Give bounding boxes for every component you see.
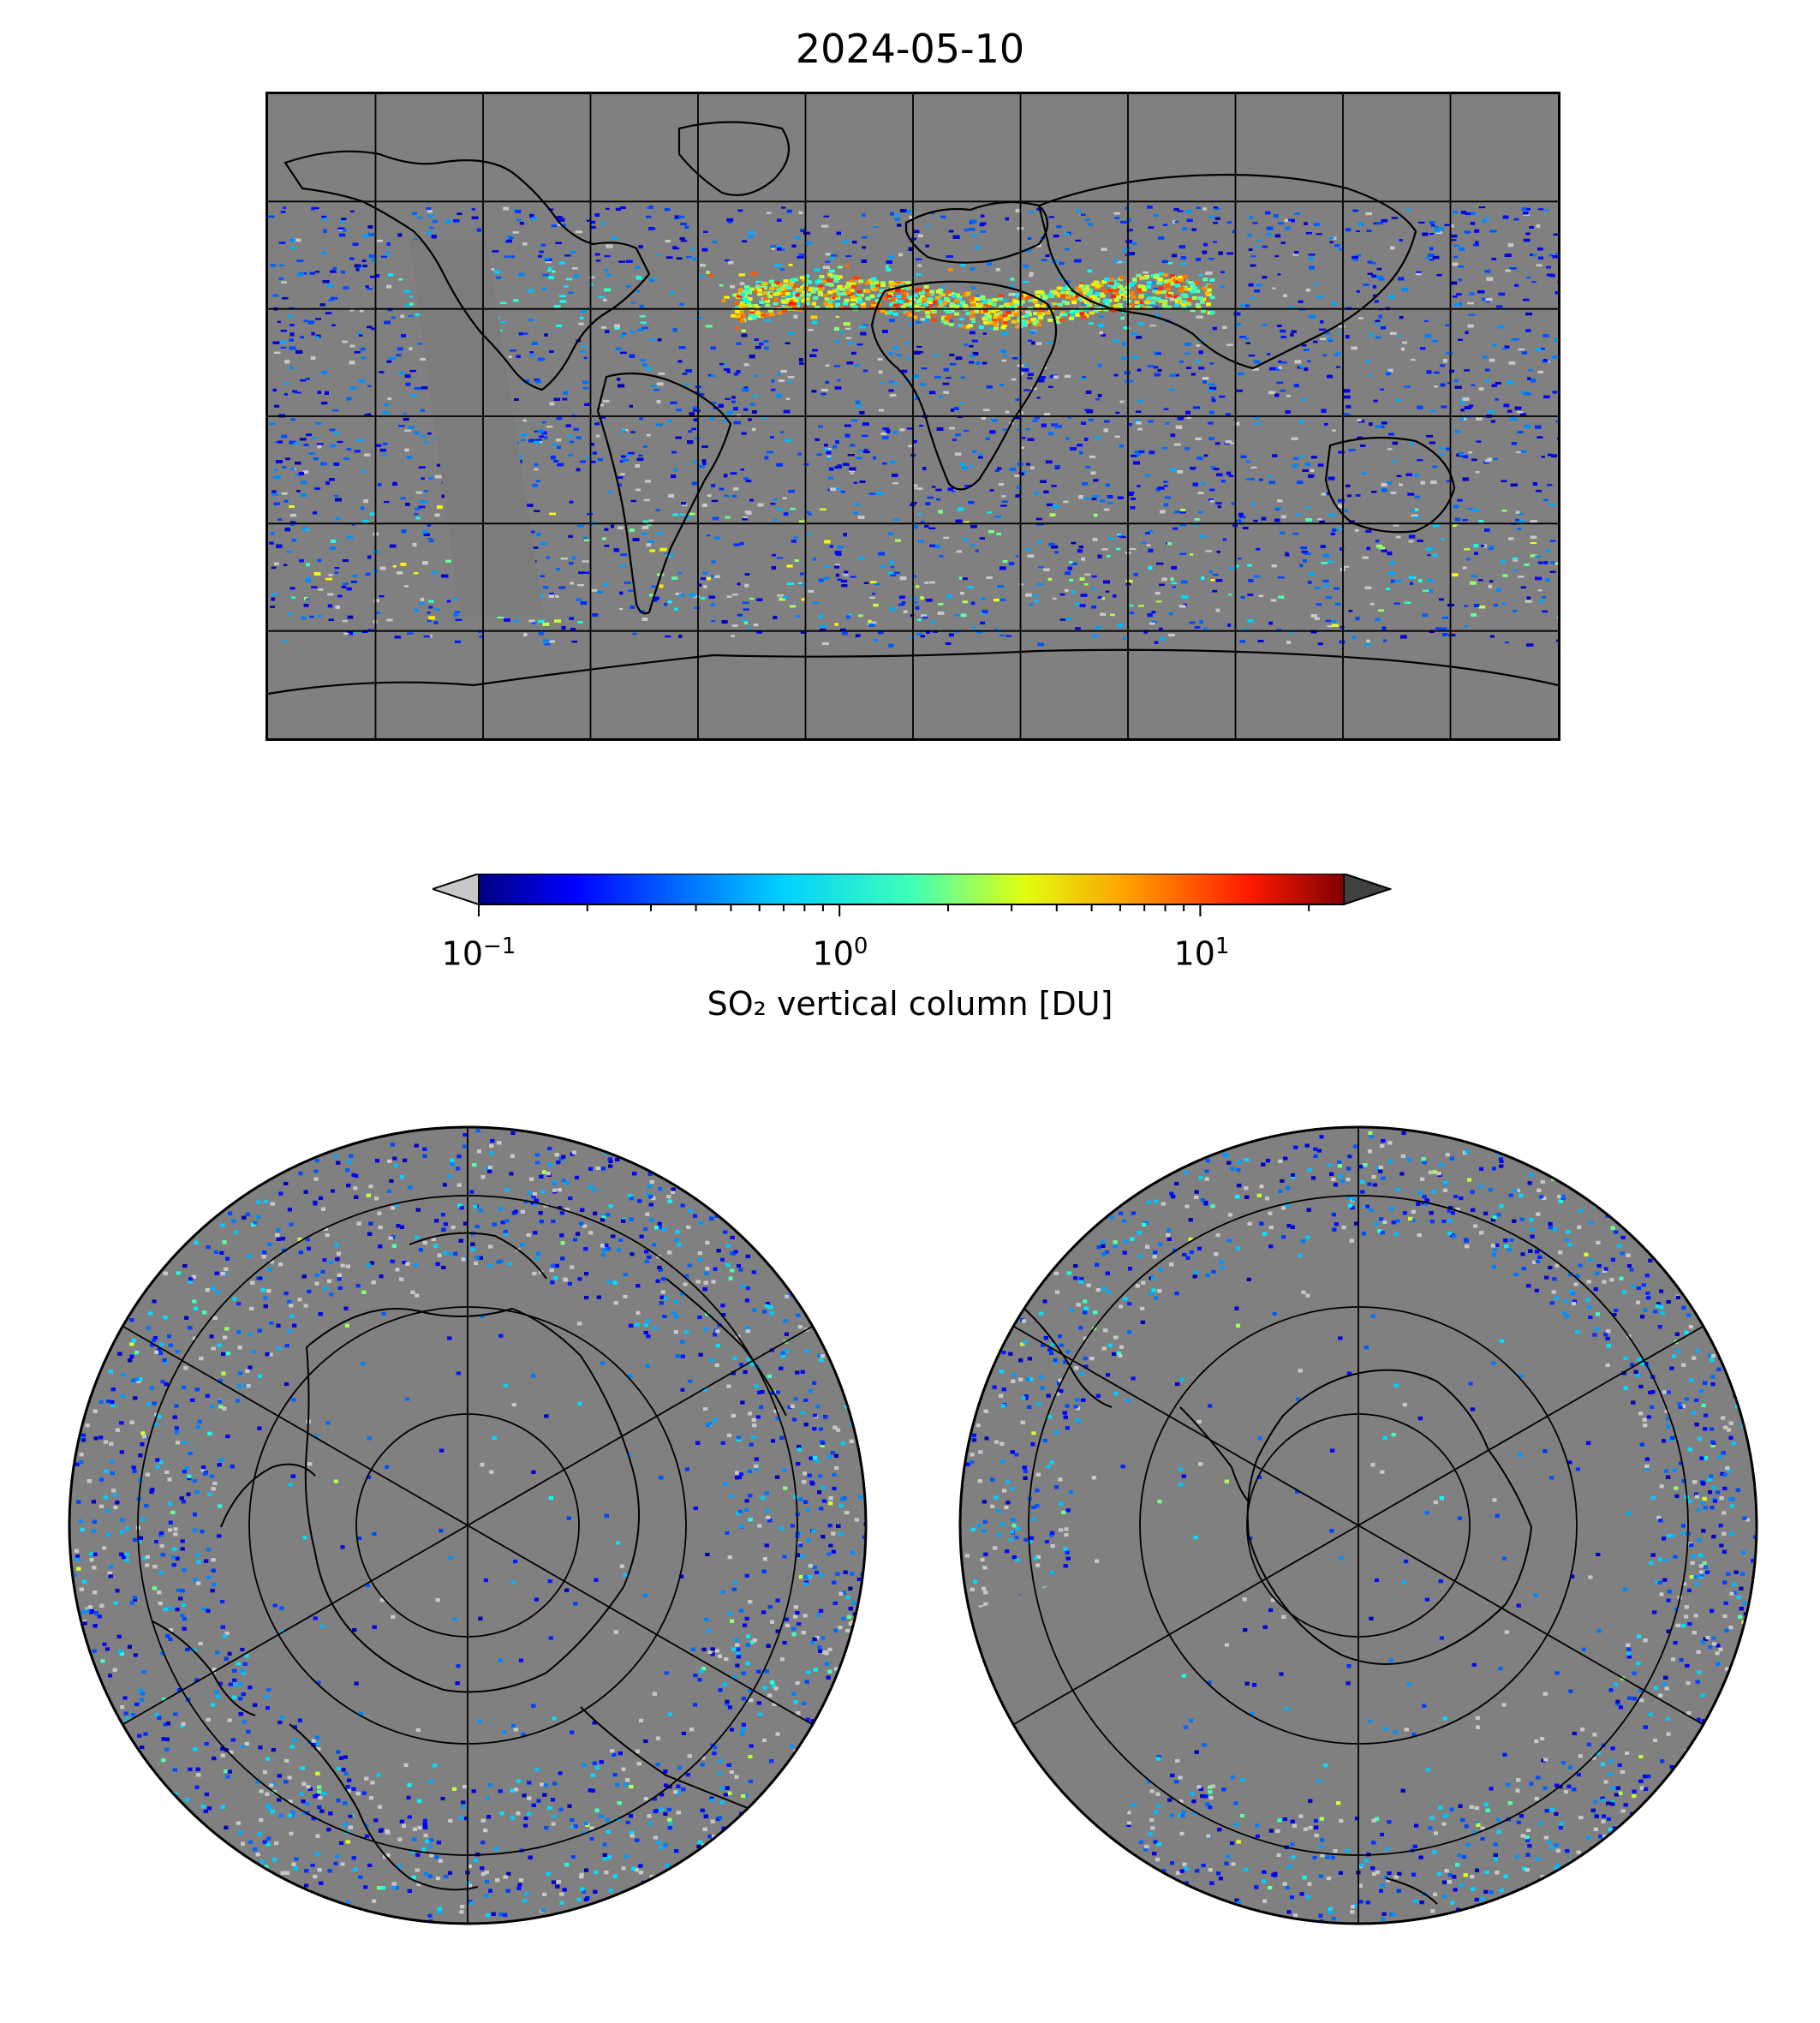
south-polar-map: [958, 1125, 1758, 1925]
colorbar-over-arrow: [1343, 874, 1392, 906]
colorbar-ticks: [478, 904, 1310, 916]
graticule: [268, 94, 1558, 738]
south-map-border: [958, 1125, 1758, 1925]
colorbar-tick-label: 101: [1174, 934, 1230, 973]
graticule: [69, 1127, 866, 1924]
colorbar-gradient: [478, 874, 1345, 905]
coastlines: [152, 1232, 787, 1891]
global-map: [266, 92, 1560, 741]
colorbar: [433, 874, 1392, 916]
colorbar-label: SO₂ vertical column [DU]: [0, 985, 1820, 1023]
colorbar-tick-label: 100: [813, 934, 868, 973]
north-map-border: [68, 1125, 868, 1925]
graticule: [960, 1127, 1757, 1924]
coastlines: [268, 121, 1558, 695]
global-map-svg: [268, 94, 1558, 738]
data-gap-swath: [409, 240, 544, 617]
coastlines: [1008, 1295, 1533, 1905]
figure-title: 2024-05-10: [0, 26, 1820, 72]
colorbar-tick-label: 10−1: [442, 934, 516, 973]
so2-data-layer: [72, 1129, 866, 1924]
north-polar-map: [68, 1125, 868, 1925]
colorbar-under-arrow: [433, 874, 480, 906]
